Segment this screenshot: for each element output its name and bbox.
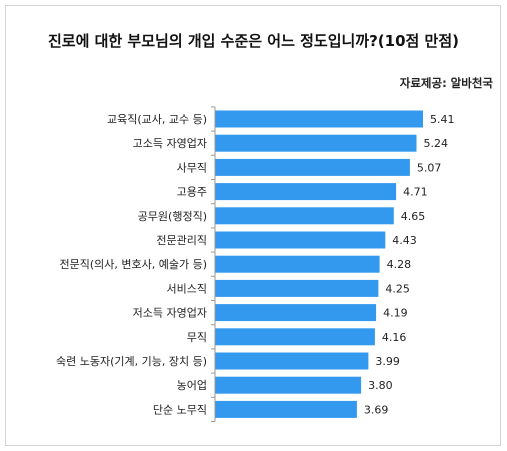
bar [215, 134, 417, 152]
category-label: 고용주 [177, 186, 207, 199]
data-label: 5.24 [424, 137, 449, 150]
category-label: 저소득 자영업자 [133, 307, 207, 320]
chart-frame [5, 5, 501, 446]
category-label: 서비스직 [167, 282, 207, 295]
bar [215, 279, 379, 297]
bar [215, 328, 375, 346]
category-label: 고소득 자영업자 [133, 137, 207, 150]
data-label: 4.43 [392, 234, 417, 247]
data-label: 4.25 [385, 282, 410, 295]
data-label: 3.80 [368, 379, 393, 392]
category-label: 전문직(의사, 변호사, 예술가 등) [59, 258, 207, 271]
bar [215, 400, 357, 418]
data-label: 4.65 [401, 210, 426, 223]
bar [215, 158, 410, 176]
bar [215, 304, 377, 322]
category-label: 숙련 노동자(기계, 기능, 장치 등) [56, 355, 207, 368]
category-label: 공무원(행정직) [138, 210, 207, 223]
category-label: 농어업 [177, 379, 207, 392]
category-label: 단순 노무직 [153, 403, 207, 416]
bar [215, 231, 386, 249]
source-credit: 자료제공: 알바천국 [399, 76, 493, 90]
data-label: 4.19 [383, 307, 408, 320]
bar [215, 376, 362, 394]
bar [215, 110, 423, 128]
category-label: 전문관리직 [156, 234, 207, 247]
category-label: 무직 [187, 331, 207, 344]
bar [215, 255, 380, 273]
data-label: 3.69 [364, 403, 389, 416]
category-label: 사무직 [177, 161, 207, 174]
data-label: 4.16 [382, 331, 407, 344]
data-label: 3.99 [375, 355, 400, 368]
data-label: 4.28 [387, 258, 412, 271]
bar [215, 183, 397, 201]
chart-title: 진로에 대한 부모님의 개입 수준은 어느 정도입니까?(10점 만점) [47, 32, 460, 50]
bar [215, 352, 369, 370]
data-label: 4.71 [403, 186, 428, 199]
data-label: 5.41 [430, 113, 455, 126]
data-label: 5.07 [417, 161, 442, 174]
category-label: 교육직(교사, 교수 등) [107, 113, 207, 126]
bar [215, 207, 394, 225]
